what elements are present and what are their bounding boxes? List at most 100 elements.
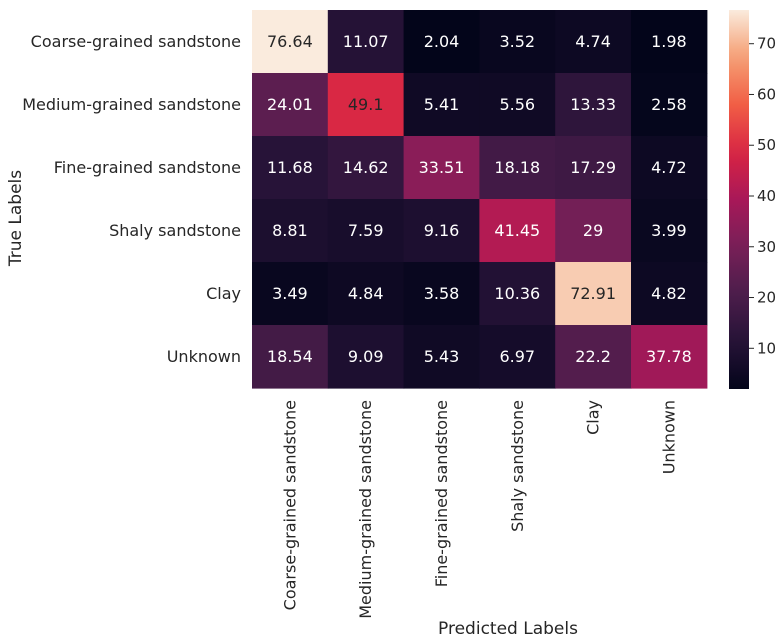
heatmap-cell-value: 24.01	[267, 95, 313, 114]
colorbar-tick-label: 40	[757, 187, 776, 205]
heatmap-cell	[327, 10, 405, 74]
colorbar-tick-labels: 10 20 30 40 50 60 70	[749, 35, 776, 357]
x-axis-tick-labels: Coarse-grained sandstone Medium-grained s…	[280, 400, 678, 619]
x-tick-label: Unknown	[659, 400, 678, 474]
heatmap-cell	[555, 136, 632, 200]
heatmap-cell	[479, 262, 556, 326]
y-tick-label: Shaly sandstone	[109, 221, 241, 240]
heatmap-cell	[403, 199, 480, 263]
heatmap-cell-value: 3.49	[272, 284, 308, 303]
heatmap-cell	[479, 325, 556, 389]
y-tick-label: Fine-grained sandstone	[54, 158, 241, 177]
heatmap-cell-value: 18.54	[267, 347, 313, 366]
heatmap-cell	[252, 10, 329, 74]
heatmap-cell-value: 13.33	[570, 95, 616, 114]
heatmap-cell-value: 18.18	[494, 158, 540, 177]
colorbar-tick-label: 10	[757, 339, 776, 357]
heatmap-cell	[403, 136, 480, 200]
colorbar-gradient	[729, 10, 749, 389]
heatmap-cell-value: 3.52	[499, 32, 535, 51]
heatmap-cell-value: 76.64	[267, 32, 313, 51]
heatmap-cell	[479, 10, 556, 74]
heatmap-cell-labels: 76.64 11.07 2.04 3.52 4.74 1.98 24.01 49.1 5.41 5…	[267, 32, 692, 366]
heatmap-cell	[631, 10, 708, 74]
x-tick-label: Fine-grained sandstone	[432, 400, 451, 587]
heatmap-cells	[252, 10, 708, 389]
colorbar-tick-label: 30	[757, 238, 776, 256]
x-tick-label: Medium-grained sandstone	[356, 400, 375, 619]
y-axis-tick-labels: Coarse-grained sandstone Medium-grained s…	[22, 32, 241, 366]
heatmap-cell	[403, 73, 480, 137]
colorbar-tick-label: 50	[757, 136, 776, 154]
heatmap-cell	[327, 73, 405, 137]
y-tick-label: Coarse-grained sandstone	[31, 32, 241, 51]
heatmap-cell	[479, 136, 556, 200]
colorbar-tick-label: 20	[757, 289, 776, 307]
heatmap-cell-value: 4.82	[651, 284, 687, 303]
heatmap-cell	[252, 73, 329, 137]
heatmap-cell-value: 37.78	[646, 347, 692, 366]
heatmap-cell	[555, 262, 632, 326]
y-tick-label: Unknown	[167, 347, 241, 366]
heatmap-cell-value: 3.58	[424, 284, 460, 303]
heatmap-cell-value: 17.29	[570, 158, 616, 177]
heatmap-cell-value: 10.36	[494, 284, 540, 303]
heatmap-cell	[252, 199, 329, 263]
heatmap-cell-value: 9.16	[424, 221, 460, 240]
heatmap-cell-value: 5.41	[424, 95, 460, 114]
heatmap-cell	[403, 325, 480, 389]
heatmap-cell-value: 9.09	[348, 347, 384, 366]
heatmap-cell-value: 6.97	[499, 347, 535, 366]
heatmap-cell-value: 1.98	[651, 32, 687, 51]
heatmap-cell-value: 29	[583, 221, 603, 240]
heatmap-cell-value: 72.91	[570, 284, 616, 303]
heatmap-cell-value: 7.59	[348, 221, 384, 240]
heatmap-cell	[631, 136, 708, 200]
heatmap-cell	[631, 262, 708, 326]
heatmap-cell	[252, 325, 329, 389]
heatmap-cell-value: 4.84	[348, 284, 384, 303]
y-tick-label: Clay	[206, 284, 241, 303]
heatmap-cell-value: 5.56	[499, 95, 535, 114]
colorbar: 10 20 30 40 50 60 70	[729, 10, 776, 389]
heatmap-cell-value: 11.07	[343, 32, 389, 51]
x-tick-label: Shaly sandstone	[508, 400, 527, 532]
heatmap-cell-value: 49.1	[348, 95, 384, 114]
heatmap-cell	[252, 136, 329, 200]
heatmap-cell	[631, 73, 708, 137]
heatmap-cell	[631, 325, 708, 389]
heatmap-cell-value: 14.62	[343, 158, 389, 177]
heatmap-cell	[327, 325, 405, 389]
colorbar-tick-label: 60	[757, 85, 776, 103]
heatmap-cell	[252, 262, 329, 326]
heatmap-cell	[555, 199, 632, 263]
heatmap-cell	[327, 199, 405, 263]
y-axis-label: True Labels	[6, 170, 26, 267]
heatmap-cell-value: 2.58	[651, 95, 687, 114]
heatmap-cell	[555, 325, 632, 389]
heatmap-cell	[403, 262, 480, 326]
heatmap-cell	[631, 199, 708, 263]
heatmap-cell-value: 2.04	[424, 32, 460, 51]
heatmap-cell	[327, 136, 405, 200]
heatmap-cell-value: 8.81	[272, 221, 308, 240]
colorbar-tick-label: 70	[757, 35, 776, 53]
heatmap-cell-value: 3.99	[651, 221, 687, 240]
heatmap-cell	[327, 262, 405, 326]
heatmap-cell-value: 33.51	[419, 158, 465, 177]
x-tick-label: Coarse-grained sandstone	[280, 400, 299, 610]
heatmap-cell-value: 4.74	[575, 32, 611, 51]
heatmap-cell-value: 41.45	[494, 221, 540, 240]
y-tick-label: Medium-grained sandstone	[22, 95, 241, 114]
heatmap-cell	[555, 10, 632, 74]
heatmap-cell-value: 5.43	[424, 347, 460, 366]
heatmap-cell	[555, 73, 632, 137]
heatmap-cell	[479, 199, 556, 263]
heatmap-cell	[403, 10, 480, 74]
x-tick-label: Clay	[584, 400, 603, 435]
heatmap-cell-value: 11.68	[267, 158, 313, 177]
heatmap-cell-value: 22.2	[575, 347, 611, 366]
heatmap-cell-value: 4.72	[651, 158, 687, 177]
heatmap-cell	[479, 73, 556, 137]
